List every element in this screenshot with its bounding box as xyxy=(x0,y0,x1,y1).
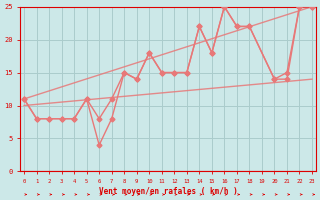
X-axis label: Vent moyen/en rafales ( km/h ): Vent moyen/en rafales ( km/h ) xyxy=(99,187,237,196)
